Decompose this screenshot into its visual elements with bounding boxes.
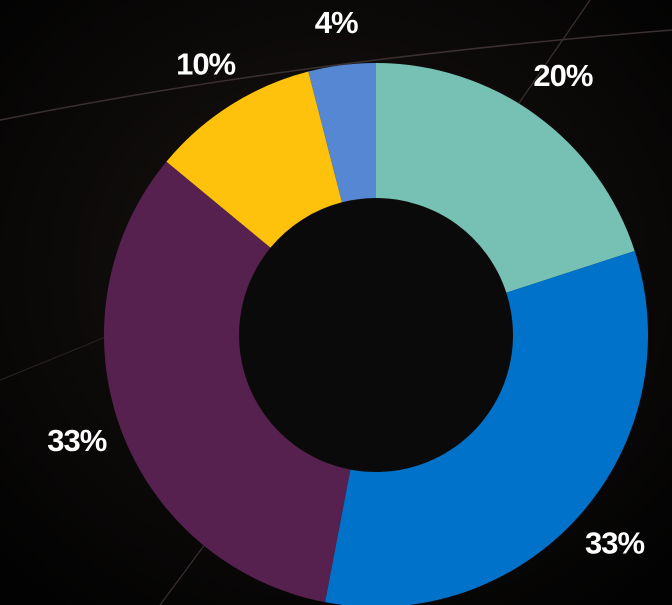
streak [0,29,672,121]
donut-slice [103,161,351,603]
donut-slice [376,63,635,293]
donut-slice [166,71,342,248]
data-label: 20% [533,58,592,93]
data-label: 4% [315,5,358,40]
data-label: 33% [585,525,644,560]
data-label: 10% [176,47,235,82]
data-label: 33% [47,423,106,458]
donut-hole [239,198,513,472]
donut-slice [325,250,648,605]
donut-slice [308,63,376,203]
